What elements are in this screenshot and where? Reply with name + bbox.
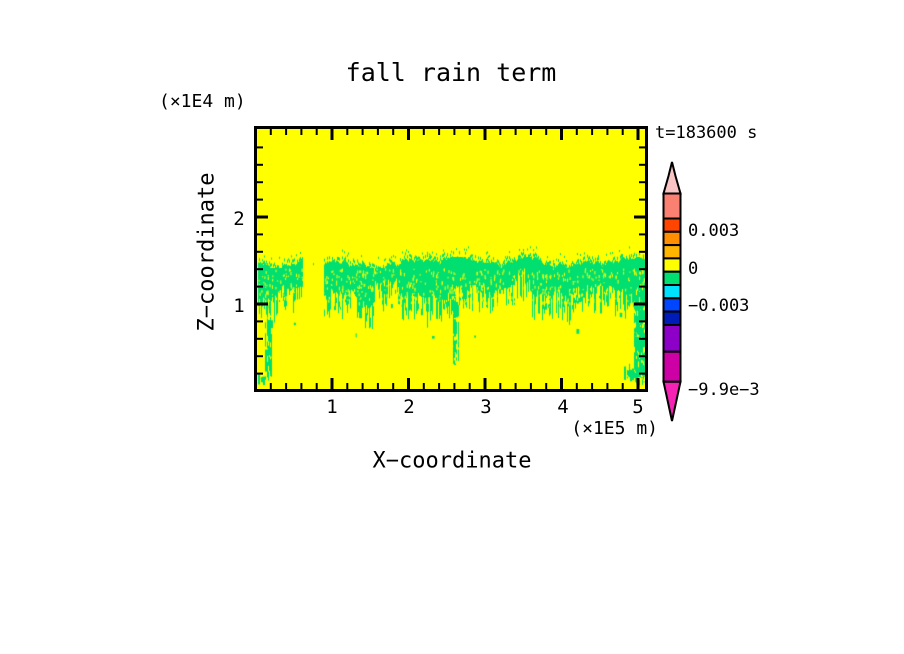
x-axis-title: X−coordinate: [372, 448, 532, 474]
colorbar-segment: [662, 297, 682, 313]
plot-area: [254, 126, 648, 392]
colorbar-segment: [662, 244, 682, 260]
x-tick-label-2: 2: [403, 396, 415, 418]
x-tick-label-4: 4: [557, 396, 569, 418]
z-axis-title: Z−coordinate: [194, 172, 220, 332]
x-tick-label-1: 1: [326, 396, 338, 418]
colorbar-label-neg: −0.003: [688, 296, 750, 316]
z-tick-label-2: 2: [233, 208, 245, 230]
z-tick-label-1: 1: [233, 295, 245, 317]
colorbar-segment: [662, 217, 682, 233]
z-axis-unit-label: (×1E4 m): [159, 91, 246, 112]
x-axis-unit-label: (×1E5 m): [571, 418, 658, 439]
colorbar-label-min: −9.9e−3: [688, 380, 760, 400]
colorbar-segment: [662, 284, 682, 300]
colorbar-segment: [662, 257, 682, 273]
colorbar-segment: [662, 192, 682, 220]
field-heatmap: [257, 129, 645, 389]
colorbar-segment: [662, 270, 682, 286]
x-tick-label-3: 3: [480, 396, 492, 418]
colorbar: [662, 161, 682, 422]
colorbar-label-max: 0.003: [688, 221, 740, 241]
colorbar-segment: [662, 350, 682, 383]
chart-title: fall rain term: [345, 58, 557, 87]
colorbar-segment: [662, 230, 682, 247]
colorbar-label-zero: 0: [688, 259, 699, 279]
colorbar-arrow-bottom: [662, 380, 682, 422]
colorbar-segment: [662, 324, 682, 353]
x-tick-label-5: 5: [632, 396, 644, 418]
colorbar-segment: [662, 310, 682, 327]
colorbar-arrow-top: [662, 161, 682, 195]
timestamp-label: t=183600 s: [655, 123, 758, 143]
